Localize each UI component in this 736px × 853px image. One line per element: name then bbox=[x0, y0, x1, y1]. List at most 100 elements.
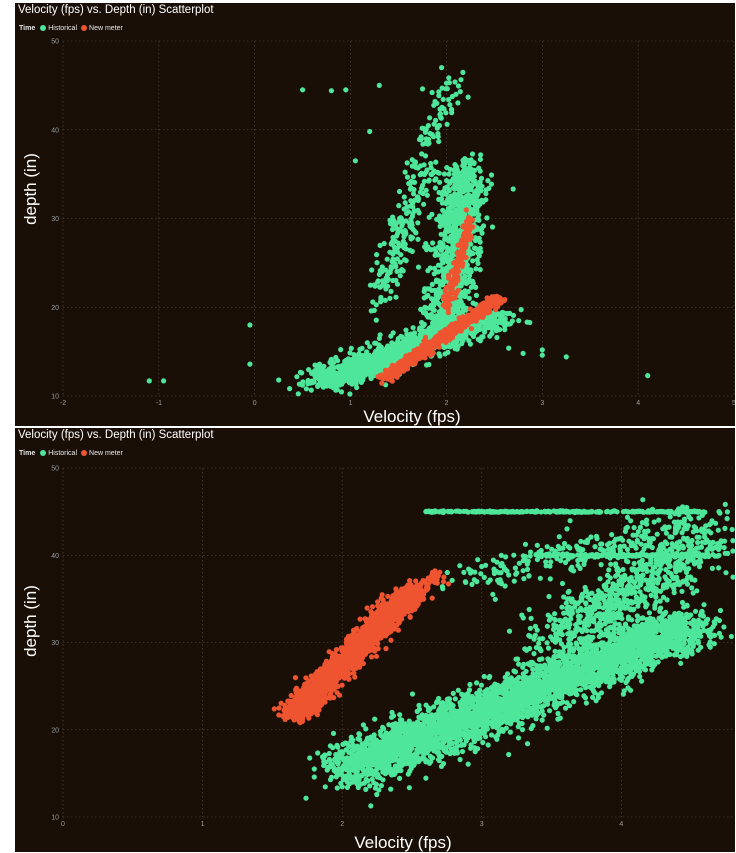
data-point bbox=[443, 285, 450, 291]
data-point bbox=[499, 309, 505, 315]
data-point bbox=[433, 277, 440, 283]
data-point bbox=[467, 306, 473, 312]
data-point bbox=[483, 197, 489, 203]
data-point bbox=[433, 249, 439, 255]
data-point bbox=[416, 326, 423, 332]
data-point bbox=[439, 104, 445, 110]
data-point bbox=[459, 250, 465, 256]
data-point bbox=[307, 755, 313, 761]
data-point bbox=[414, 353, 420, 359]
data-point bbox=[381, 240, 387, 247]
data-point bbox=[450, 312, 456, 318]
data-point bbox=[457, 182, 463, 188]
data-point bbox=[448, 106, 455, 112]
data-point bbox=[373, 302, 379, 308]
data-point bbox=[408, 198, 414, 204]
data-point bbox=[473, 266, 479, 272]
data-point bbox=[398, 333, 404, 339]
data-point bbox=[450, 331, 456, 337]
data-point bbox=[435, 341, 441, 347]
data-point bbox=[463, 200, 469, 206]
data-point bbox=[387, 295, 393, 301]
data-point bbox=[440, 96, 446, 102]
data-point bbox=[421, 178, 427, 184]
data-point bbox=[455, 100, 461, 106]
data-point bbox=[402, 200, 408, 206]
data-point bbox=[373, 317, 379, 323]
data-point bbox=[459, 341, 465, 347]
data-point bbox=[310, 370, 316, 376]
data-point bbox=[445, 254, 451, 260]
data-point bbox=[247, 361, 253, 367]
data-point bbox=[423, 334, 429, 340]
y-tick-label: 40 bbox=[51, 127, 59, 134]
data-point bbox=[439, 200, 445, 206]
data-point bbox=[408, 234, 414, 240]
data-point bbox=[434, 295, 440, 301]
data-point bbox=[352, 356, 358, 362]
data-point bbox=[433, 176, 439, 182]
data-point bbox=[429, 296, 435, 302]
data-point bbox=[456, 310, 462, 316]
data-point bbox=[477, 267, 483, 273]
data-point bbox=[484, 310, 491, 316]
data-point bbox=[502, 327, 508, 333]
data-point bbox=[420, 182, 426, 189]
data-point bbox=[455, 231, 461, 237]
x-tick-label: 1 bbox=[349, 400, 353, 407]
data-point bbox=[499, 298, 505, 305]
data-point bbox=[463, 243, 469, 249]
data-point bbox=[146, 378, 152, 384]
data-point bbox=[311, 379, 317, 385]
data-point bbox=[427, 115, 433, 121]
x-axis-title: Velocity (fps) bbox=[363, 407, 460, 426]
data-point bbox=[447, 102, 453, 108]
data-point bbox=[483, 191, 489, 197]
data-point bbox=[352, 360, 358, 366]
data-point bbox=[347, 350, 353, 356]
data-point bbox=[468, 284, 474, 290]
data-point bbox=[428, 345, 434, 351]
data-point bbox=[397, 273, 403, 279]
data-point bbox=[308, 387, 314, 393]
data-point bbox=[453, 274, 460, 280]
data-point bbox=[415, 264, 422, 270]
data-point bbox=[465, 94, 471, 100]
data-point bbox=[436, 89, 442, 95]
data-point bbox=[418, 306, 424, 312]
data-point bbox=[371, 282, 377, 288]
data-point bbox=[410, 325, 416, 331]
data-point bbox=[391, 221, 397, 228]
data-point bbox=[464, 194, 470, 200]
data-point bbox=[386, 345, 392, 351]
legend-item-new-meter[interactable]: New meter bbox=[81, 450, 123, 457]
data-point bbox=[384, 356, 390, 362]
data-point bbox=[524, 741, 531, 747]
data-point bbox=[462, 164, 468, 170]
data-point bbox=[321, 368, 327, 374]
data-point bbox=[453, 301, 459, 307]
data-point bbox=[432, 185, 438, 191]
data-point bbox=[327, 359, 333, 365]
data-point bbox=[471, 211, 477, 217]
data-point bbox=[436, 93, 442, 99]
legend-item-historical[interactable]: Historical bbox=[40, 450, 77, 457]
legend-item-historical[interactable]: Historical bbox=[40, 25, 77, 32]
data-point bbox=[422, 244, 428, 250]
data-point bbox=[324, 374, 330, 380]
series-historical bbox=[303, 497, 735, 809]
data-point bbox=[442, 333, 449, 339]
data-point bbox=[422, 304, 428, 310]
data-point bbox=[432, 287, 438, 293]
data-point bbox=[446, 75, 452, 81]
legend-item-new-meter[interactable]: New meter bbox=[81, 25, 123, 32]
data-point bbox=[442, 327, 448, 333]
data-point bbox=[316, 361, 323, 367]
data-point bbox=[477, 326, 483, 332]
data-point bbox=[452, 175, 458, 181]
legend-title: Time bbox=[19, 24, 36, 32]
data-point bbox=[434, 333, 441, 339]
data-point bbox=[444, 249, 451, 255]
data-point bbox=[403, 218, 409, 224]
data-point bbox=[389, 374, 395, 380]
